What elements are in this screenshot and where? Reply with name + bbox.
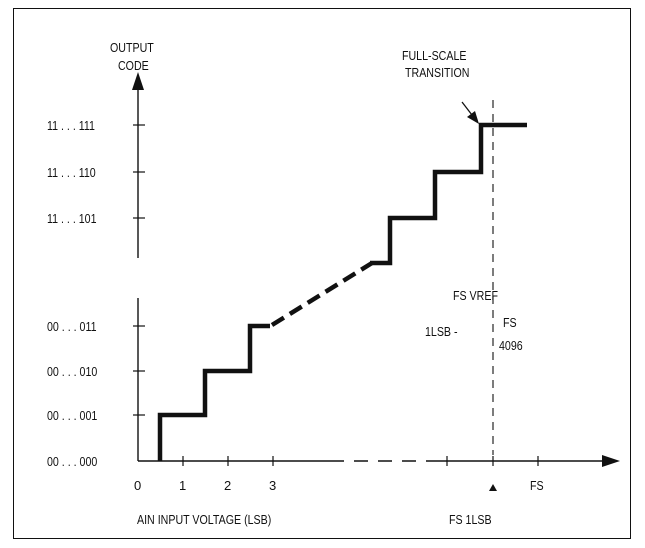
staircase-lower xyxy=(157,323,270,461)
x-origin-label: 0 xyxy=(134,478,141,493)
y-code-label: 11 . . . 110 xyxy=(47,165,96,180)
full-scale-pointer-head xyxy=(467,111,479,124)
fs-vref-label: FS VREF xyxy=(453,288,498,303)
lsb-equation-lhs: 1LSB - xyxy=(425,324,458,339)
y-axis-title-line2: CODE xyxy=(118,58,149,73)
y-code-label: 00 . . . 011 xyxy=(47,319,97,334)
y-code-label: 11 . . . 101 xyxy=(47,211,97,226)
lsb-fraction-denominator: 4096 xyxy=(499,338,523,353)
full-scale-label-line1: FULL-SCALE xyxy=(402,48,467,63)
fs-minus-1lsb-label: FS 1LSB xyxy=(449,512,492,527)
staircase-ramp-dashed xyxy=(270,261,374,327)
x-axis-title: AIN INPUT VOLTAGE (LSB) xyxy=(137,512,271,527)
y-code-label: 00 . . . 001 xyxy=(47,408,98,423)
x-tick-label: 3 xyxy=(269,478,276,493)
y-axis-arrow xyxy=(132,72,144,90)
x-fs-label: FS xyxy=(530,478,544,493)
x-axis-arrow xyxy=(602,455,620,467)
x-tick-label: 2 xyxy=(224,478,231,493)
y-code-label: 00 . . . 000 xyxy=(47,454,98,469)
fs-1lsb-marker xyxy=(489,484,497,491)
figure-border xyxy=(13,8,631,539)
y-code-label: 11 . . . 111 xyxy=(47,118,95,133)
staircase-upper xyxy=(370,122,527,266)
full-scale-pointer-line xyxy=(461,101,473,116)
y-axis-title-line1: OUTPUT xyxy=(110,40,154,55)
x-tick-label: 1 xyxy=(179,478,186,493)
lsb-fraction-numerator: FS xyxy=(503,315,517,330)
full-scale-label-line2: TRANSITION xyxy=(405,65,469,80)
y-code-label: 00 . . . 010 xyxy=(47,364,98,379)
